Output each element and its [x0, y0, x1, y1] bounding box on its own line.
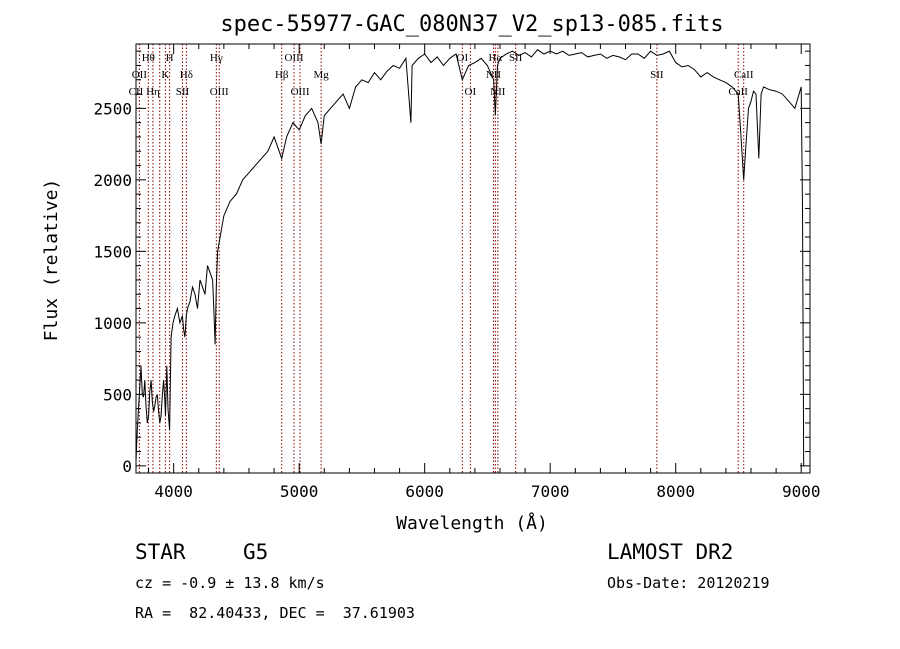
- marker-label: OIII: [285, 52, 304, 64]
- flux-series-line: [135, 49, 805, 466]
- marker-label: Hδ: [180, 69, 193, 81]
- object-subclass: G5: [243, 540, 269, 564]
- marker-label: OIII: [291, 86, 310, 98]
- marker-label: SII: [650, 69, 664, 81]
- marker-label: SII: [176, 86, 190, 98]
- marker-label: NII: [490, 86, 506, 98]
- y-axis-label: Flux (relative): [41, 179, 62, 342]
- y-tick-label: 2000: [93, 171, 132, 190]
- marker-label: Mg: [313, 69, 329, 81]
- y-tick-label: 0: [122, 457, 132, 476]
- object-class: STAR: [135, 540, 186, 564]
- marker-label: OIII: [210, 86, 229, 98]
- marker-label: OII: [132, 69, 148, 81]
- x-tick-label: 7000: [531, 482, 570, 501]
- marker-label: OI: [465, 86, 477, 98]
- obs-date: Obs-Date: 20120219: [607, 574, 770, 592]
- marker-label: K: [161, 69, 169, 81]
- marker-label: Hγ: [210, 52, 223, 64]
- x-axis-label: Wavelength (Å): [396, 512, 548, 534]
- y-tick-label: 1500: [93, 242, 132, 261]
- marker-label: Hβ: [275, 69, 289, 81]
- y-tick-label: 1000: [93, 314, 132, 333]
- x-tick-label: 9000: [782, 482, 821, 501]
- marker-label: Hη: [146, 86, 160, 98]
- plot-frame: [135, 43, 811, 474]
- marker-label: Hθ: [142, 52, 155, 64]
- redshift-text: cz = -0.9 ± 13.8 km/s: [135, 574, 325, 592]
- spectral-line-markers: [138, 44, 745, 473]
- y-tick-label: 500: [103, 385, 132, 404]
- marker-label: OI: [457, 52, 469, 64]
- x-axis: 4000 5000 6000 7000 8000 9000: [148, 44, 821, 501]
- x-tick-label: 8000: [656, 482, 695, 501]
- marker-label: CaII: [734, 69, 754, 81]
- x-tick-label: 4000: [154, 482, 193, 501]
- chart-title: spec-55977-GAC_080N37_V2_sp13-085.fits: [220, 12, 723, 37]
- x-tick-label: 5000: [280, 482, 319, 501]
- y-tick-label: 2500: [93, 99, 132, 118]
- coordinates: RA = 82.40433, DEC = 37.61903: [135, 604, 415, 622]
- x-tick-label: 6000: [405, 482, 444, 501]
- y-axis: 0 500 1000 1500 2000 2500: [93, 50, 810, 476]
- marker-label: H: [166, 52, 174, 64]
- survey-name: LAMOST DR2: [607, 540, 734, 564]
